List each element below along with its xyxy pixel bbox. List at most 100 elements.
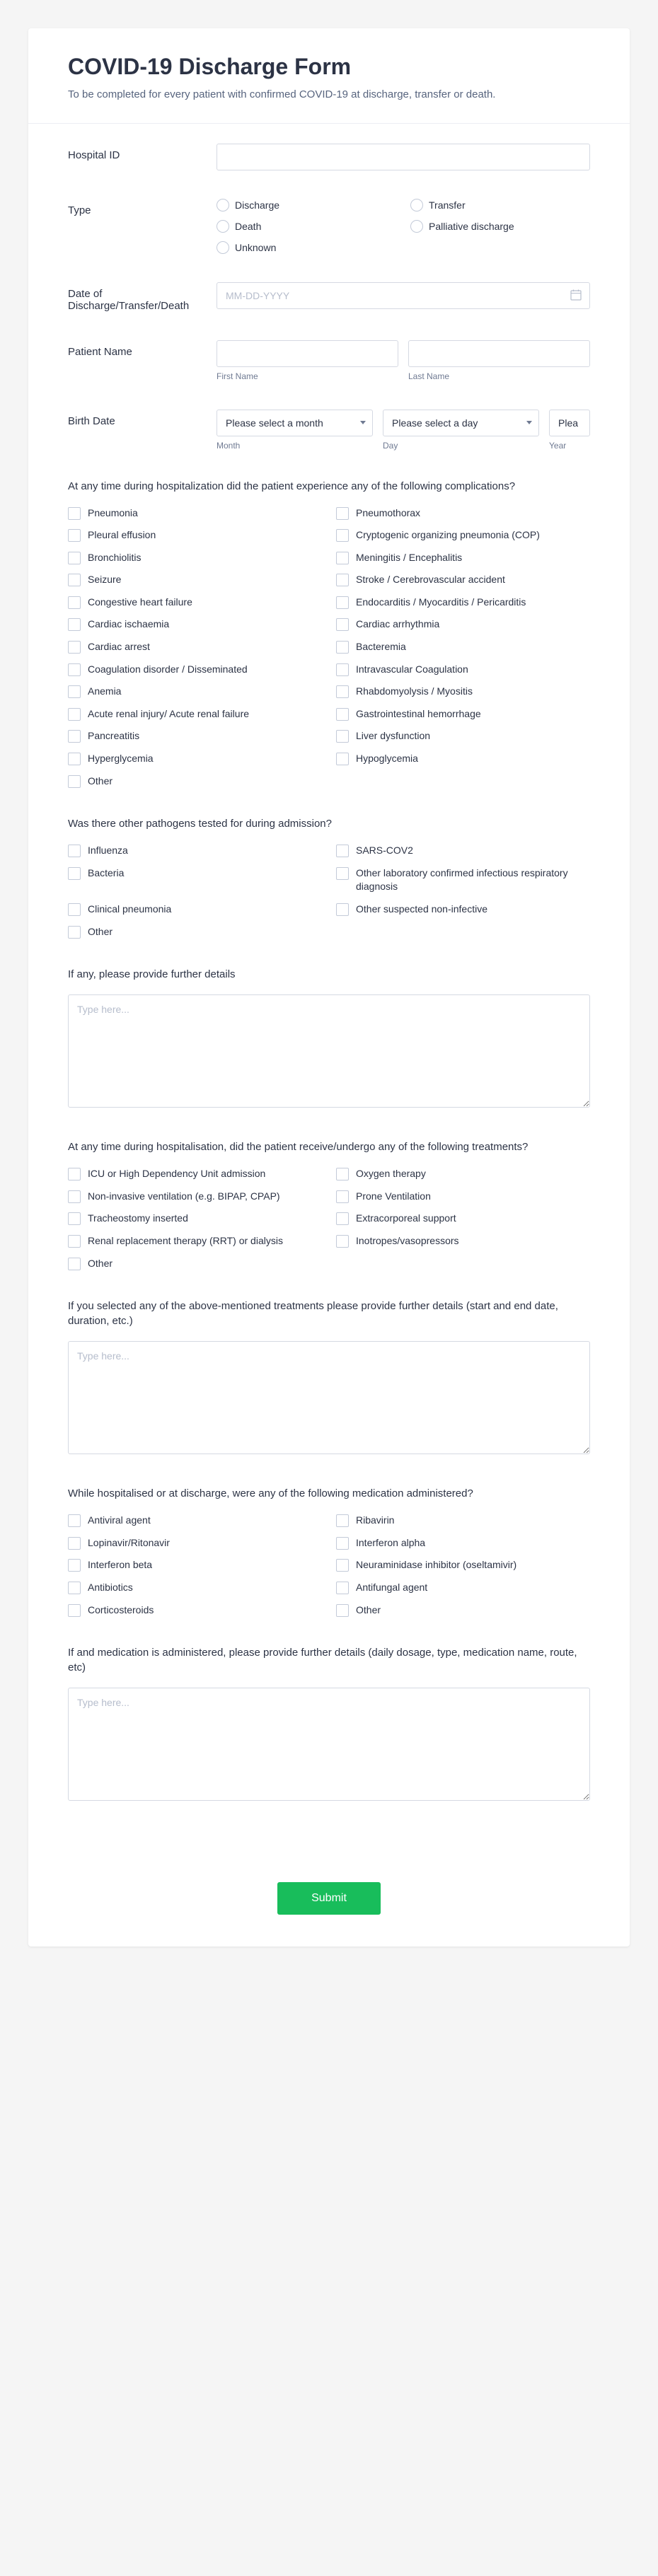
first-name-input[interactable] [217, 340, 398, 367]
checkbox-option[interactable]: Clinical pneumonia [68, 903, 322, 917]
checkbox-option[interactable]: Interferon beta [68, 1558, 322, 1572]
checkbox-option[interactable]: Acute renal injury/ Acute renal failure [68, 707, 322, 721]
date-input[interactable] [217, 282, 590, 309]
checkbox-icon [68, 1258, 81, 1270]
checkbox-option[interactable]: Congestive heart failure [68, 596, 322, 610]
radio-label: Death [235, 221, 261, 232]
block-medication-details: If and medication is administered, pleas… [68, 1645, 590, 1804]
checkbox-option[interactable]: Influenza [68, 844, 322, 858]
submit-section: Submit [28, 1861, 630, 1946]
block-treatment-details: If you selected any of the above-mention… [68, 1299, 590, 1458]
checkbox-option[interactable]: Antifungal agent [336, 1581, 590, 1595]
checkbox-option[interactable]: Prone Ventilation [336, 1190, 590, 1204]
checkbox-label: Interferon beta [88, 1558, 152, 1572]
checkbox-icon [68, 1559, 81, 1572]
checkbox-label: Interferon alpha [356, 1536, 425, 1550]
checkbox-option[interactable]: Antiviral agent [68, 1514, 322, 1528]
checkbox-icon [336, 596, 349, 609]
checkbox-option[interactable]: Cardiac arrest [68, 640, 322, 654]
medication-details-textarea[interactable] [68, 1688, 590, 1801]
checkbox-option[interactable]: Bacteremia [336, 640, 590, 654]
treatments-grid: ICU or High Dependency Unit admission Oxy… [68, 1167, 590, 1270]
checkbox-icon [336, 1514, 349, 1527]
treatment-details-textarea[interactable] [68, 1341, 590, 1454]
checkbox-option[interactable]: Pleural effusion [68, 528, 322, 543]
checkbox-option[interactable]: Interferon alpha [336, 1536, 590, 1550]
checkbox-icon [68, 552, 81, 564]
checkbox-option[interactable]: Gastrointestinal hemorrhage [336, 707, 590, 721]
checkbox-option[interactable]: Non-invasive ventilation (e.g. BIPAP, CP… [68, 1190, 322, 1204]
day-select[interactable]: Please select a day [383, 410, 539, 436]
checkbox-option[interactable]: Pancreatitis [68, 729, 322, 743]
checkbox-option[interactable]: Bacteria [68, 866, 322, 894]
checkbox-option[interactable]: Tracheostomy inserted [68, 1212, 322, 1226]
checkbox-label: SARS-COV2 [356, 844, 413, 858]
checkbox-icon [336, 1537, 349, 1550]
checkbox-label: Other laboratory confirmed infectious re… [356, 866, 590, 894]
checkbox-option[interactable]: Cardiac ischaemia [68, 617, 322, 632]
checkbox-option[interactable]: Other [68, 774, 322, 789]
checkbox-option[interactable]: Renal replacement therapy (RRT) or dialy… [68, 1234, 322, 1248]
last-name-input[interactable] [408, 340, 590, 367]
checkbox-option[interactable]: Cardiac arrhythmia [336, 617, 590, 632]
checkbox-icon [336, 529, 349, 542]
checkbox-option[interactable]: Cryptogenic organizing pneumonia (COP) [336, 528, 590, 543]
radio-option[interactable]: Discharge [217, 199, 396, 211]
pathogen-details-textarea[interactable] [68, 994, 590, 1108]
hospital-id-input[interactable] [217, 144, 590, 170]
label-type: Type [68, 199, 217, 216]
checkbox-option[interactable]: SARS-COV2 [336, 844, 590, 858]
checkbox-label: Cryptogenic organizing pneumonia (COP) [356, 528, 540, 543]
checkbox-option[interactable]: Endocarditis / Myocarditis / Pericarditi… [336, 596, 590, 610]
checkbox-option[interactable]: Anemia [68, 685, 322, 699]
year-select[interactable]: Plea [549, 410, 590, 436]
checkbox-icon [336, 845, 349, 857]
checkbox-option[interactable]: Stroke / Cerebrovascular accident [336, 573, 590, 587]
radio-option[interactable]: Death [217, 220, 396, 233]
radio-option[interactable]: Unknown [217, 241, 396, 254]
checkbox-option[interactable]: Extracorporeal support [336, 1212, 590, 1226]
radio-option[interactable]: Palliative discharge [410, 220, 590, 233]
month-select[interactable]: Please select a month [217, 410, 373, 436]
submit-button[interactable]: Submit [277, 1882, 381, 1915]
checkbox-option[interactable]: Lopinavir/Ritonavir [68, 1536, 322, 1550]
checkbox-option[interactable]: Coagulation disorder / Disseminated [68, 663, 322, 677]
checkbox-option[interactable]: Meningitis / Encephalitis [336, 551, 590, 565]
checkbox-icon [336, 753, 349, 765]
checkbox-option[interactable]: Ribavirin [336, 1514, 590, 1528]
checkbox-label: Lopinavir/Ritonavir [88, 1536, 170, 1550]
checkbox-option[interactable]: Rhabdomyolysis / Myositis [336, 685, 590, 699]
checkbox-icon [68, 641, 81, 654]
checkbox-option[interactable]: Antibiotics [68, 1581, 322, 1595]
checkbox-label: Other [88, 925, 112, 939]
radio-icon [410, 220, 423, 233]
checkbox-label: Other suspected non-infective [356, 903, 487, 917]
checkbox-option[interactable]: Other [68, 925, 322, 939]
checkbox-option[interactable]: Other laboratory confirmed infectious re… [336, 866, 590, 894]
complications-grid: Pneumonia Pneumothorax Pleural effusion Cry… [68, 506, 590, 789]
checkbox-option[interactable]: Oxygen therapy [336, 1167, 590, 1181]
radio-option[interactable]: Transfer [410, 199, 590, 211]
checkbox-option[interactable]: Seizure [68, 573, 322, 587]
checkbox-option[interactable]: Hyperglycemia [68, 752, 322, 766]
first-name-sublabel: First Name [217, 371, 398, 381]
checkbox-label: Prone Ventilation [356, 1190, 431, 1204]
field-birth-date: Birth Date Please select a month Month P… [68, 410, 590, 451]
checkbox-option[interactable]: Intravascular Coagulation [336, 663, 590, 677]
checkbox-option[interactable]: Hypoglycemia [336, 752, 590, 766]
checkbox-option[interactable]: ICU or High Dependency Unit admission [68, 1167, 322, 1181]
checkbox-option[interactable]: Liver dysfunction [336, 729, 590, 743]
checkbox-option[interactable]: Pneumonia [68, 506, 322, 521]
checkbox-option[interactable]: Other [68, 1257, 322, 1271]
field-type: Type Discharge Transfer Death Palliative di… [68, 199, 590, 254]
checkbox-option[interactable]: Other [336, 1603, 590, 1618]
checkbox-option[interactable]: Bronchiolitis [68, 551, 322, 565]
checkbox-option[interactable]: Corticosteroids [68, 1603, 322, 1618]
checkbox-icon [68, 753, 81, 765]
checkbox-option[interactable]: Pneumothorax [336, 506, 590, 521]
checkbox-option[interactable]: Inotropes/vasopressors [336, 1234, 590, 1248]
checkbox-option[interactable]: Other suspected non-infective [336, 903, 590, 917]
label-hospital-id: Hospital ID [68, 144, 217, 161]
checkbox-option[interactable]: Neuraminidase inhibitor (oseltamivir) [336, 1558, 590, 1572]
checkbox-icon [68, 596, 81, 609]
